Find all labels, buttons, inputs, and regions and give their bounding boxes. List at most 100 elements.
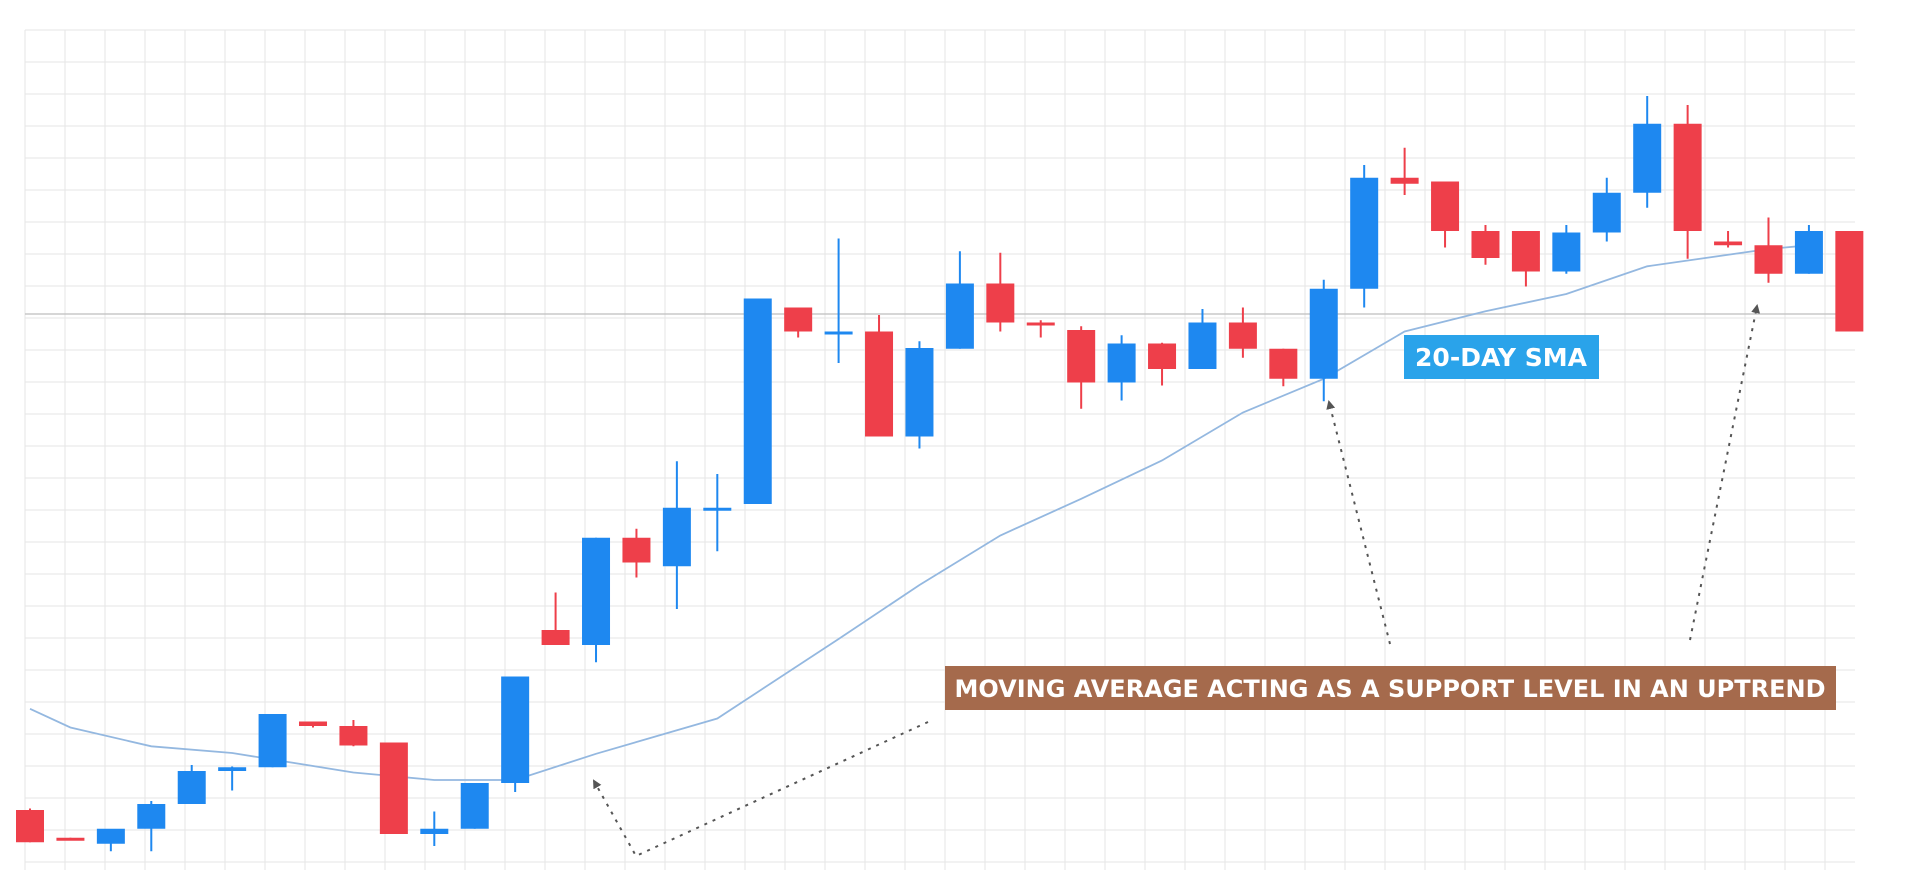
candle bbox=[1309, 279, 1338, 402]
candle-body bbox=[1390, 177, 1419, 184]
candle-body bbox=[1107, 343, 1136, 383]
candle bbox=[218, 766, 247, 791]
candle bbox=[824, 238, 853, 363]
candle-body bbox=[1471, 231, 1500, 258]
arrow-to-sma-left bbox=[593, 721, 929, 858]
candle-body bbox=[1794, 231, 1823, 274]
candle bbox=[1714, 231, 1743, 248]
candles bbox=[16, 96, 1864, 852]
candle-body bbox=[1350, 177, 1379, 289]
candle bbox=[1269, 348, 1298, 387]
arrow-to-sma-right bbox=[1689, 304, 1761, 641]
candle-body bbox=[501, 676, 530, 783]
sma-label-badge: 20-DAY SMA bbox=[1404, 335, 1599, 379]
candle bbox=[177, 765, 206, 804]
candle-body bbox=[582, 537, 611, 645]
candle-body bbox=[218, 767, 247, 771]
candle bbox=[1431, 181, 1460, 248]
candle-body bbox=[1228, 322, 1257, 349]
candle-body bbox=[16, 810, 44, 843]
candle bbox=[1390, 147, 1419, 195]
candle-body bbox=[824, 331, 853, 335]
candle bbox=[1673, 105, 1702, 259]
candle bbox=[258, 714, 287, 768]
candle-body bbox=[379, 742, 408, 834]
candle-body bbox=[1714, 241, 1743, 246]
annotation-arrows bbox=[593, 304, 1761, 858]
candle bbox=[1633, 96, 1662, 208]
candle-body bbox=[1552, 232, 1581, 272]
candle-body bbox=[662, 507, 691, 567]
candle-body bbox=[56, 837, 85, 841]
candle-body bbox=[460, 783, 489, 829]
sma-line bbox=[29, 244, 1809, 781]
candle-body bbox=[743, 298, 772, 504]
candle-body bbox=[1269, 348, 1298, 379]
candle-body bbox=[986, 283, 1015, 323]
candle-body bbox=[339, 726, 368, 746]
candle-body bbox=[1026, 322, 1055, 326]
candle bbox=[1471, 225, 1500, 265]
candle-body bbox=[1148, 343, 1177, 369]
sma-label: 20-DAY SMA bbox=[1415, 343, 1588, 372]
candle bbox=[1188, 309, 1217, 369]
candle bbox=[379, 742, 408, 834]
candle bbox=[1794, 225, 1823, 274]
candle bbox=[501, 676, 530, 792]
candle bbox=[662, 461, 691, 609]
candle-body bbox=[703, 507, 732, 511]
candle-body bbox=[541, 630, 570, 645]
candle bbox=[905, 341, 934, 449]
candle bbox=[56, 837, 85, 841]
candle bbox=[1592, 177, 1621, 242]
candle bbox=[1148, 342, 1177, 386]
candle bbox=[1552, 225, 1581, 274]
candle-body bbox=[299, 721, 328, 726]
candle-body bbox=[1511, 231, 1540, 272]
candle-body bbox=[905, 348, 934, 437]
candle-body bbox=[784, 307, 813, 332]
support-label: MOVING AVERAGE ACTING AS A SUPPORT LEVEL… bbox=[955, 675, 1826, 703]
candle bbox=[784, 307, 813, 338]
support-label-badge: MOVING AVERAGE ACTING AS A SUPPORT LEVEL… bbox=[945, 666, 1836, 710]
candle bbox=[339, 720, 368, 747]
candle bbox=[1754, 217, 1783, 283]
candle bbox=[986, 252, 1015, 332]
candle bbox=[137, 801, 166, 852]
candle-body bbox=[945, 283, 974, 349]
candle bbox=[865, 315, 894, 437]
candle-body bbox=[622, 537, 651, 563]
candle-body bbox=[1633, 123, 1662, 193]
candle bbox=[1228, 307, 1257, 358]
candle-body bbox=[1673, 123, 1702, 231]
candle-body bbox=[1309, 288, 1338, 379]
candle bbox=[622, 528, 651, 578]
candle-body bbox=[1431, 181, 1460, 231]
candle-body bbox=[137, 804, 166, 829]
candle-body bbox=[177, 771, 206, 804]
candle bbox=[460, 783, 489, 829]
candle bbox=[1350, 165, 1379, 308]
candle bbox=[16, 808, 44, 843]
candle-body bbox=[96, 828, 125, 844]
candle bbox=[1511, 231, 1540, 287]
candle bbox=[703, 474, 732, 552]
candle-body bbox=[865, 331, 894, 437]
candle bbox=[299, 721, 328, 728]
candle-body bbox=[1835, 231, 1864, 332]
grid bbox=[24, 29, 1855, 870]
candle-body bbox=[258, 714, 287, 768]
candle-body bbox=[420, 828, 449, 834]
candle bbox=[96, 828, 125, 852]
candle bbox=[1835, 231, 1864, 332]
candle-body bbox=[1188, 322, 1217, 369]
candle bbox=[541, 592, 570, 645]
candle bbox=[743, 298, 772, 504]
candle-body bbox=[1067, 330, 1096, 383]
candle-body bbox=[1754, 245, 1783, 274]
arrow-to-sma-middle bbox=[1326, 400, 1391, 645]
candle bbox=[1107, 335, 1136, 401]
candle bbox=[1026, 320, 1055, 338]
